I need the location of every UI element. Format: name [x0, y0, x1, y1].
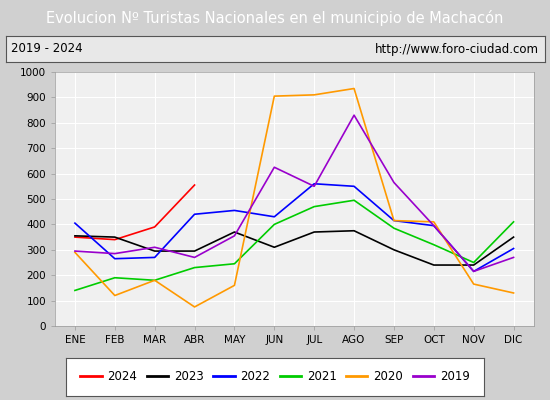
Legend: 2024, 2023, 2022, 2021, 2020, 2019: 2024, 2023, 2022, 2021, 2020, 2019	[76, 366, 474, 388]
Text: http://www.foro-ciudad.com: http://www.foro-ciudad.com	[375, 42, 539, 56]
Text: Evolucion Nº Turistas Nacionales en el municipio de Machacón: Evolucion Nº Turistas Nacionales en el m…	[46, 10, 504, 26]
Text: 2019 - 2024: 2019 - 2024	[11, 42, 82, 56]
